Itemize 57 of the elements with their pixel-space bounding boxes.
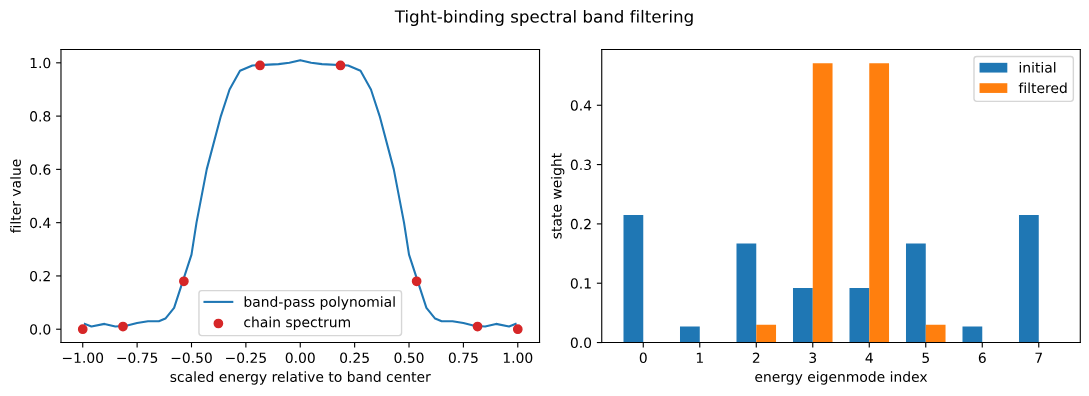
x-tick-label: 3 bbox=[809, 352, 817, 364]
x-tick-label: 5 bbox=[922, 352, 929, 364]
y-tick-label: 0.3 bbox=[570, 159, 591, 171]
y-tick-label: 0.0 bbox=[570, 337, 592, 349]
bar bbox=[869, 63, 890, 343]
point bbox=[411, 276, 422, 287]
bar bbox=[736, 243, 757, 343]
bar bbox=[925, 324, 946, 343]
x-tick-label: 4 bbox=[865, 352, 873, 363]
y-axis-title: filter value bbox=[10, 159, 21, 234]
y-axis-title: state weight bbox=[550, 153, 565, 239]
legend-label: band-pass polynomial bbox=[244, 296, 395, 310]
y-tick-label: 0.2 bbox=[570, 218, 591, 230]
x-tick-label: 0.00 bbox=[285, 352, 315, 364]
x-tick-label: 0 bbox=[639, 352, 647, 364]
y-tick-label: 0.6 bbox=[30, 164, 51, 175]
x-tick-label: 1 bbox=[696, 352, 703, 363]
y-tick-label: 0.8 bbox=[30, 111, 51, 122]
x-axis-title: energy eigenmode index bbox=[755, 371, 928, 385]
y-tick-label: 0.4 bbox=[570, 100, 592, 111]
x-axis-title: scaled energy relative to band center bbox=[170, 371, 431, 385]
y-tick-label: 0.0 bbox=[30, 324, 51, 335]
point bbox=[255, 60, 265, 71]
x-tick-label: −0.50 bbox=[171, 352, 212, 364]
point bbox=[179, 276, 189, 287]
point bbox=[512, 324, 523, 335]
y-tick-label: 0.1 bbox=[570, 278, 591, 289]
y-tick-label: 0.2 bbox=[30, 270, 50, 282]
bar bbox=[849, 287, 870, 343]
bar bbox=[756, 324, 777, 343]
y-tick-label: 1.0 bbox=[30, 57, 51, 69]
legend-label: filtered bbox=[1018, 82, 1067, 94]
bar bbox=[905, 243, 926, 343]
bar bbox=[679, 326, 700, 343]
point bbox=[118, 321, 128, 332]
bar bbox=[812, 63, 833, 343]
x-tick-label: −0.75 bbox=[117, 352, 158, 364]
x-tick-label: 2 bbox=[752, 352, 760, 363]
chart-title: Tight-binding spectral band filtering bbox=[394, 9, 693, 27]
y-tick-label: 0.4 bbox=[30, 217, 51, 229]
x-tick-label: 1.00 bbox=[503, 352, 533, 364]
legend-label: chain spectrum bbox=[244, 316, 350, 331]
point bbox=[77, 324, 88, 335]
legend-label: initial bbox=[1019, 62, 1056, 73]
bar bbox=[1018, 215, 1039, 343]
x-tick-label: 7 bbox=[1035, 352, 1042, 363]
bar bbox=[792, 287, 813, 343]
point bbox=[335, 60, 346, 71]
bar bbox=[623, 215, 644, 343]
x-tick-label: 0.25 bbox=[340, 352, 369, 364]
x-tick-label: −1.00 bbox=[62, 352, 104, 364]
x-tick-label: 0.50 bbox=[394, 352, 424, 364]
bar bbox=[962, 326, 983, 343]
x-tick-label: −0.25 bbox=[226, 352, 266, 364]
x-tick-label: 6 bbox=[978, 352, 986, 364]
point bbox=[472, 321, 483, 332]
x-tick-label: 0.75 bbox=[448, 352, 478, 364]
